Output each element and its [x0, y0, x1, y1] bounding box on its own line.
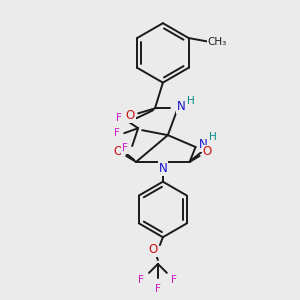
Text: F: F	[155, 284, 161, 294]
Text: F: F	[138, 275, 144, 285]
Text: H: H	[208, 132, 216, 142]
Text: O: O	[203, 146, 212, 158]
Text: N: N	[158, 162, 167, 175]
Text: F: F	[122, 143, 128, 153]
Text: CH₃: CH₃	[208, 37, 227, 47]
Text: N: N	[177, 100, 186, 113]
Text: F: F	[171, 275, 177, 285]
Text: F: F	[114, 128, 120, 138]
Text: H: H	[187, 97, 194, 106]
Text: F: F	[116, 113, 122, 123]
Text: O: O	[148, 243, 158, 256]
Text: O: O	[126, 109, 135, 122]
Text: O: O	[114, 146, 123, 158]
Text: N: N	[199, 138, 208, 151]
